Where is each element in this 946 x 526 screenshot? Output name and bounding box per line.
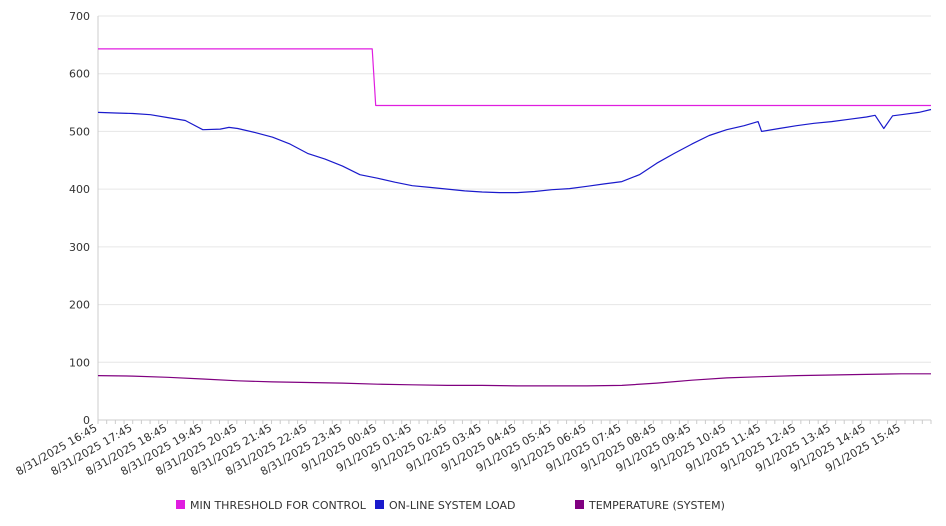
y-tick-label: 600 [69, 68, 90, 81]
series-line-2 [97, 373, 931, 387]
x-axis-ticks: 8/31/2025 16:458/31/2025 17:458/31/2025 … [14, 421, 903, 478]
y-tick-label: 100 [69, 356, 90, 369]
legend-label: ON-LINE SYSTEM LOAD [389, 499, 515, 512]
legend-swatch [176, 500, 185, 509]
series-lines [97, 48, 932, 387]
series-line-0 [98, 48, 931, 107]
legend-label: TEMPERATURE (SYSTEM) [588, 499, 725, 512]
y-tick-label: 300 [69, 241, 90, 254]
legend: MIN THRESHOLD FOR CONTROL ON-LINE SYSTEM … [176, 499, 725, 512]
y-tick-label: 700 [69, 10, 90, 23]
y-tick-label: 0 [83, 414, 90, 427]
legend-swatch [575, 500, 584, 509]
grid-lines [98, 15, 931, 363]
series-line-1 [97, 108, 932, 194]
y-tick-label: 200 [69, 299, 90, 312]
y-tick-label: 500 [69, 125, 90, 138]
axes [97, 16, 932, 424]
legend-label: MIN THRESHOLD FOR CONTROL [190, 499, 367, 512]
y-tick-label: 400 [69, 183, 90, 196]
y-axis-ticks: 0 100 200 300 400 500 600 700 [69, 10, 90, 427]
legend-swatch [375, 500, 384, 509]
